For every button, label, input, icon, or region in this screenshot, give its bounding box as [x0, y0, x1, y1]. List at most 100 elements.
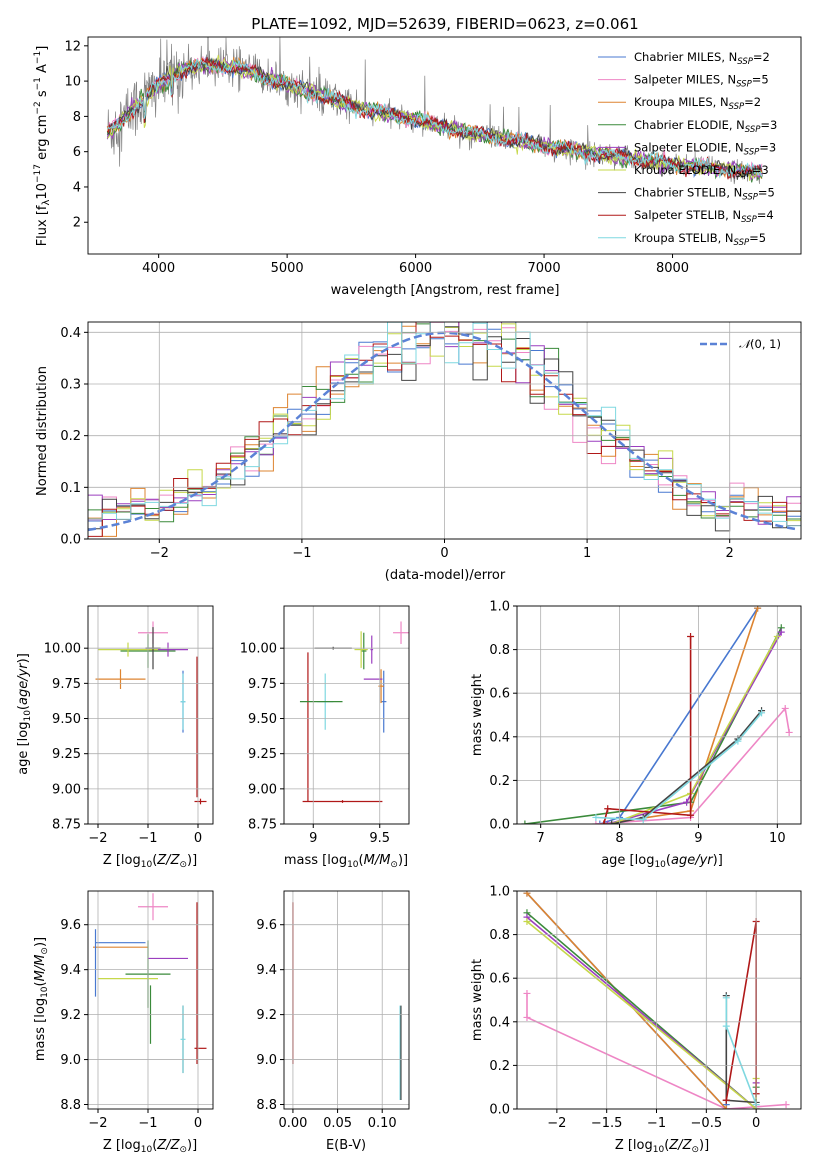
- residuals-xtick-label: −1: [292, 546, 311, 561]
- mass-vs-z-frame: [87, 890, 214, 1110]
- spectrum-ytick-label: 8: [73, 110, 81, 125]
- spectrum-ytick-label: 6: [73, 145, 81, 160]
- legend-label: Salpeter STELIB, NSSP=4: [634, 208, 774, 225]
- errorbar-point: [370, 635, 374, 664]
- mass-vs-z-xtick-label: −1: [138, 1116, 157, 1131]
- mass-vs-metallicity-marks: [93, 893, 207, 1074]
- mass-weight-marker: [785, 728, 793, 736]
- residuals-xtick-label: 1: [583, 546, 591, 561]
- legend-label: Chabrier ELODIE, NSSP=3: [634, 118, 777, 135]
- mass-weight-marker: [523, 918, 531, 926]
- massweight-vs-age-xlabel: age [log10(age/yr)]: [601, 853, 723, 870]
- massweight-vs-age-ytick-label: 0.6: [489, 687, 510, 702]
- legend-label: Kroupa MILES, NSSP=2: [634, 95, 761, 112]
- mass-weight-marker: [523, 891, 531, 897]
- residual-histogram: [88, 322, 801, 537]
- age-vs-mass-ytick-label: 9.25: [248, 747, 277, 762]
- residuals-xlabel: (data-model)/error: [385, 568, 506, 583]
- age-vs-z-ytick-label: 8.75: [52, 818, 81, 833]
- residuals-axes: −2 −1 0 1 2 0.0 0.1 0.2 0.3 0.4: [60, 321, 802, 561]
- age-vs-mass-axes: 9 9.5 8.75 9.00 9.25 9.50 9.75 10.00: [240, 605, 410, 846]
- mass-weight-marker: [754, 606, 762, 612]
- mass-weight-marker: [596, 820, 604, 824]
- residuals-ytick-label: 0.4: [60, 326, 81, 341]
- mass-vs-z-ytick-label: 8.8: [60, 1098, 81, 1113]
- mass-weight-marker: [782, 1101, 790, 1109]
- massweight-vs-metallicity-xlabel: Z [log10(Z/Z⊙)]: [615, 1138, 709, 1155]
- massweight-vs-z-frame: [516, 890, 802, 1110]
- massweight-vs-metallicity-axes: −2 −1.5 −1 −0.5 0 0.0 0.2 0.4 0.6 0.8 1.0: [489, 885, 802, 1131]
- mass-vs-ebv-frame: [283, 890, 410, 1110]
- mass-weight-line: [603, 636, 692, 824]
- spectrum-marks: [106, 37, 763, 185]
- age-vs-mass-ytick-label: 8.75: [248, 818, 277, 833]
- model-salpeter-stelib: [106, 57, 763, 180]
- age-vs-z-ytick-label: 9.50: [52, 712, 81, 727]
- age-vs-mass-ytick-label: 9.75: [248, 677, 277, 692]
- massweight-vs-z-xtick-label: −0.5: [691, 1116, 723, 1131]
- spectrum-ytick-label: 12: [64, 39, 81, 54]
- massweight-vs-age-ytick-label: 1.0: [489, 600, 510, 615]
- age-vs-mass-xtick-label: 9.5: [369, 831, 390, 846]
- age-vs-z-ytick-label: 9.00: [52, 782, 81, 797]
- age-vs-z-xtick-label: 0: [194, 831, 202, 846]
- massweight-vs-age-ytick-label: 0.8: [489, 643, 510, 658]
- mass-weight-marker: [608, 820, 616, 824]
- massweight-vs-age-ytick-label: 0.2: [489, 774, 510, 789]
- massweight-vs-z-ytick-label: 0.0: [489, 1103, 510, 1118]
- spectrum-xtick-label: 4000: [142, 261, 175, 276]
- legend-label: Kroupa STELIB, NSSP=5: [634, 231, 766, 248]
- mass-weight-marker: [687, 633, 695, 641]
- age-vs-z-xtick-label: −2: [88, 831, 107, 846]
- massweight-vs-z-ytick-label: 0.6: [489, 972, 510, 987]
- legend-label: Salpeter ELODIE, NSSP=3: [634, 140, 776, 157]
- massweight-vs-z-ytick-label: 0.2: [489, 1059, 510, 1074]
- massweight-vs-age-xtick-label: 10: [769, 831, 786, 846]
- mass-weight-marker: [683, 798, 691, 806]
- massweight-vs-z-xtick-label: 0: [752, 1116, 760, 1131]
- massweight-vs-age-axes: 7 8 9 10 0.0 0.2 0.4 0.6 0.8 1.0: [489, 600, 802, 846]
- mass-weight-marker: [523, 1013, 531, 1021]
- age-vs-z-ytick-label: 10.00: [44, 642, 81, 657]
- age-vs-mass-ytick-label: 10.00: [240, 642, 277, 657]
- mass-vs-metallicity-ylabel: mass [log10(M/M⊙)]: [33, 937, 50, 1061]
- mass-vs-ebv-xtick-label: 0.05: [323, 1116, 352, 1131]
- mass-weight-marker: [687, 811, 695, 819]
- mass-weight-line: [611, 710, 763, 824]
- mass-weight-line: [526, 920, 757, 1109]
- mass-vs-ebv-panel: 0.00 0.05 0.10 8.8 9.0 9.2 9.4 9.6 E(B-V): [256, 890, 410, 1153]
- mass-vs-z-ytick-label: 9.0: [60, 1053, 81, 1068]
- mass-vs-metallicity-xlabel: Z [log10(Z/Z⊙)]: [103, 1138, 197, 1155]
- residuals-ytick-label: 0.3: [60, 378, 81, 393]
- mass-weight-marker: [781, 704, 789, 712]
- mass-weight-marker: [722, 1105, 730, 1109]
- mass-weight-marker: [639, 816, 647, 824]
- errorbar-point: [354, 631, 368, 668]
- residuals-legend: 𝒩(0, 1): [700, 337, 781, 351]
- spectrum-frame: [87, 36, 802, 255]
- legend-label: Chabrier MILES, NSSP=2: [634, 50, 770, 67]
- mass-vs-ebv-ytick-label: 8.8: [256, 1098, 277, 1113]
- age-vs-metallicity-xlabel: Z [log10(Z/Z⊙)]: [103, 853, 197, 870]
- mass-weight-marker: [604, 820, 612, 824]
- age-vs-z-frame: [87, 605, 214, 825]
- age-vs-mass-panel: 9 9.5 8.75 9.00 9.25 9.50 9.75 10.00 mass [log1…: [240, 605, 410, 870]
- mass-vs-ebv-ytick-label: 9.4: [256, 963, 277, 978]
- age-vs-z-ytick-label: 9.25: [52, 747, 81, 762]
- mass-vs-z-xtick-label: −2: [88, 1116, 107, 1131]
- mass-vs-ebv-marks: [292, 902, 402, 1101]
- figure-title: PLATE=1092, MJD=52639, FIBERID=0623, z=0…: [251, 15, 638, 33]
- errorbar-point: [302, 800, 383, 803]
- errorbar-point: [194, 798, 207, 805]
- age-vs-metallicity-axes: −2 −1 0 8.75 9.00 9.25 9.50 9.75 10.00: [44, 605, 214, 846]
- mass-weight-line: [725, 921, 757, 1101]
- mass-weight-marker: [604, 805, 612, 813]
- mass-vs-ebv-ytick-label: 9.0: [256, 1053, 277, 1068]
- residuals-ytick-label: 0.2: [60, 429, 81, 444]
- mass-vs-z-ytick-label: 9.6: [60, 918, 81, 933]
- mass-weight-marker: [722, 1022, 730, 1030]
- residuals-xtick-label: −2: [150, 546, 169, 561]
- spectrum-xtick-label: 6000: [399, 261, 432, 276]
- spectrum-xtick-label: 8000: [656, 261, 689, 276]
